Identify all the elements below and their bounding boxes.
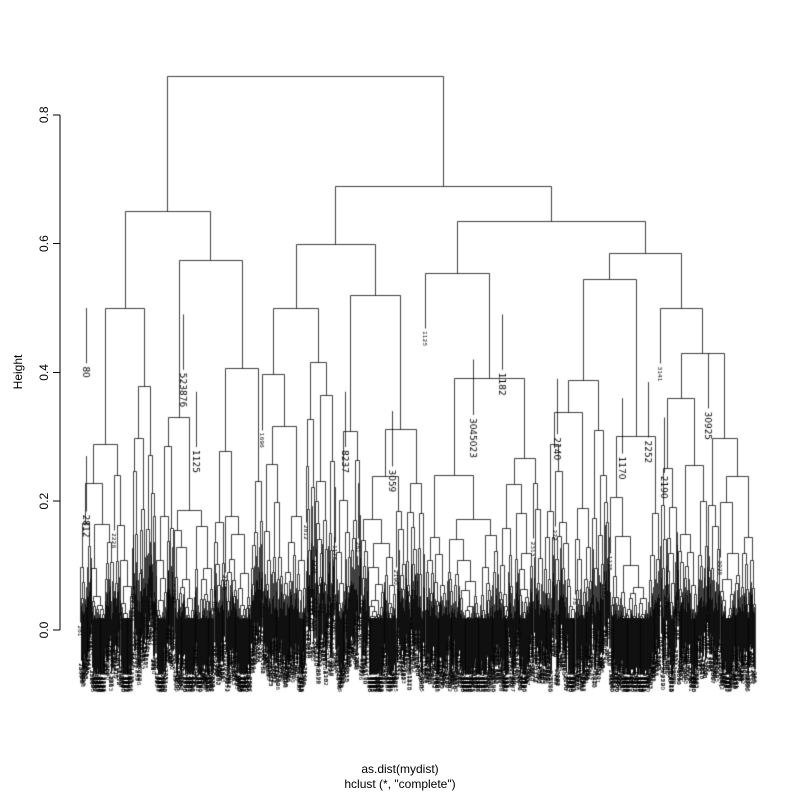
y-tick-label-3: 0.6 — [37, 235, 51, 252]
x-axis-label: as.dist(mydist) — [361, 762, 438, 776]
y-axis: 0.0 0.2 0.4 0.6 0.8 — [37, 106, 61, 638]
y-tick-label-4: 0.8 — [37, 106, 51, 123]
y-tick-label-2: 0.4 — [37, 364, 51, 381]
y-tick-label-0: 0.0 — [37, 621, 51, 638]
y-tick-label-1: 0.2 — [37, 493, 51, 510]
y-axis-title: Height — [11, 354, 25, 389]
subtitle: hclust (*, "complete") — [344, 777, 455, 791]
